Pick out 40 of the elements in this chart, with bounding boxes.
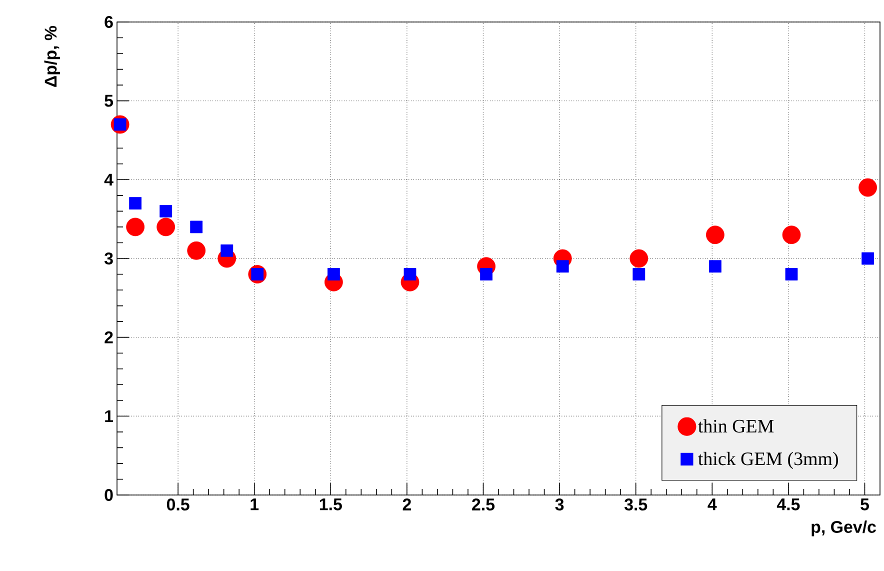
point: [187, 241, 206, 260]
legend-label: thick GEM (3mm): [698, 452, 838, 470]
x-tick-label: 5: [860, 498, 869, 510]
x-axis-title: p, Gev/c: [812, 520, 876, 536]
point: [220, 244, 234, 257]
x-tick-label: 4.5: [776, 498, 800, 510]
legend-label: thin GEM: [698, 419, 774, 433]
point: [480, 268, 492, 280]
x-tick-label: 1.5: [320, 498, 342, 510]
point: [160, 204, 172, 218]
y-axis-title: Δp/p, %: [44, 26, 60, 87]
point: [709, 260, 722, 273]
x-tick-label: 2: [402, 498, 411, 510]
y-tick-label: 5: [104, 94, 114, 107]
x-tick-label: 2.5: [472, 498, 495, 511]
point: [156, 218, 176, 236]
point: [404, 268, 416, 280]
point: [129, 197, 142, 210]
y-tick-label: 6: [104, 16, 113, 28]
y-tick-label: 0: [104, 488, 113, 501]
x-tick-label: 3.5: [624, 498, 648, 511]
point: [858, 178, 877, 197]
point: [190, 220, 203, 234]
x-tick-label: 3: [555, 498, 564, 511]
x-tick-label: 1: [250, 498, 259, 510]
y-tick-label: 4: [104, 174, 114, 186]
y-tick-label: 3: [104, 252, 113, 264]
point: [630, 249, 648, 268]
point: [126, 218, 145, 236]
y-tick-label: 1: [105, 410, 114, 422]
point: [782, 226, 801, 244]
point: [706, 226, 724, 244]
point: [862, 252, 874, 265]
x-tick-label: 0.5: [166, 498, 190, 511]
y-tick-label: 2: [104, 331, 113, 344]
point: [328, 268, 340, 280]
point: [556, 260, 569, 273]
x-tick-label: 4: [708, 498, 717, 510]
point: [632, 268, 646, 280]
point: [785, 268, 798, 280]
